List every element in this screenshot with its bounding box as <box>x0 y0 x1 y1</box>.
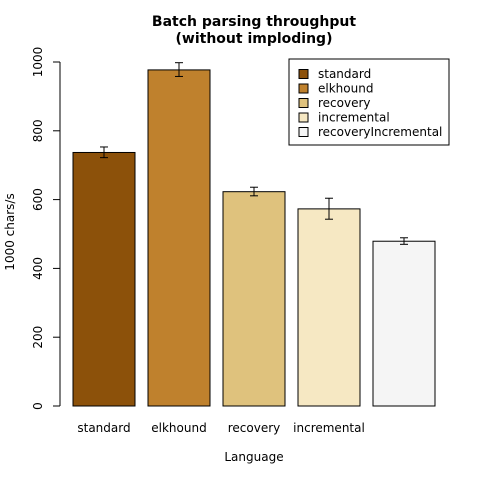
x-tick-label: recovery <box>228 421 281 435</box>
x-tick-label: incremental <box>293 421 365 435</box>
y-tick-label: 800 <box>31 119 45 142</box>
legend-entry-standard: standard <box>318 67 371 81</box>
x-tick-label: elkhound <box>151 421 206 435</box>
bar-recovery <box>222 191 286 407</box>
legend-swatch-recoveryIncremental <box>298 127 309 137</box>
legend: standardelkhoundrecoveryincrementalrecov… <box>288 58 450 146</box>
bar-incremental <box>297 208 361 407</box>
bar-standard <box>72 151 136 407</box>
legend-entry-incremental: incremental <box>318 111 390 125</box>
legend-swatch-elkhound <box>298 83 309 94</box>
x-tick-labels: standard elkhound recovery incremental <box>77 421 364 435</box>
error-bars <box>100 62 408 245</box>
y-tick-label: 600 <box>31 188 45 211</box>
y-tick-label: 400 <box>31 257 45 280</box>
legend-swatch-incremental <box>298 112 309 123</box>
y-axis-label: 1000 chars/s <box>3 193 17 270</box>
bar-elkhound <box>147 69 211 407</box>
legend-entry-recovery: recovery <box>318 96 371 110</box>
y-tick-label: 200 <box>31 326 45 349</box>
y-tick-label: 1000 <box>31 47 45 78</box>
y-axis: 0 200 400 600 800 1000 <box>31 47 61 410</box>
legend-entry-recoveryIncremental: recoveryIncremental <box>318 125 442 139</box>
y-tick-label: 0 <box>31 402 45 410</box>
legend-swatch-standard <box>298 69 309 79</box>
legend-swatch-recovery <box>298 98 309 108</box>
chart-title-line-1: Batch parsing throughput <box>152 14 356 30</box>
legend-box <box>288 58 450 146</box>
legend-entry-elkhound: elkhound <box>318 82 373 96</box>
x-axis-label: Language <box>224 450 283 464</box>
bar-recoveryIncremental <box>372 240 436 407</box>
x-tick-label: standard <box>77 421 130 435</box>
chart-title-line-2: (without imploding) <box>176 31 333 47</box>
bars <box>72 69 436 407</box>
